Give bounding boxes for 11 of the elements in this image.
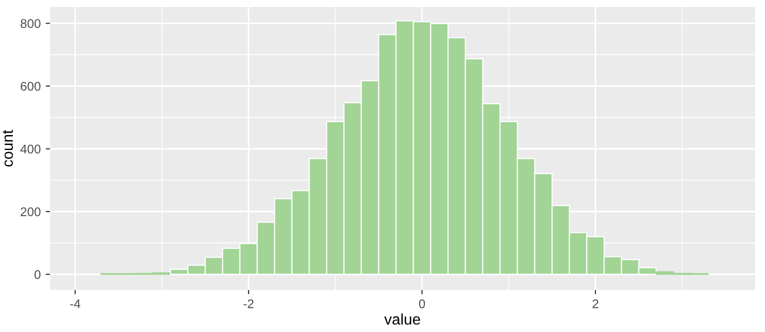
y-tick-label: 200: [20, 207, 40, 216]
y-tick-label: 400: [20, 144, 40, 154]
y-tick-label: 600: [20, 82, 40, 91]
y-tick-label: 800: [20, 19, 40, 28]
x-tick-label: -4: [70, 299, 80, 308]
x-tick-label: 0: [419, 299, 425, 308]
x-tick-label: -2: [244, 299, 254, 308]
y-tick-label: 0: [34, 270, 40, 279]
x-axis-title: value: [384, 313, 420, 325]
y-axis-title: count: [2, 130, 13, 167]
x-tick-label: 2: [592, 299, 598, 308]
